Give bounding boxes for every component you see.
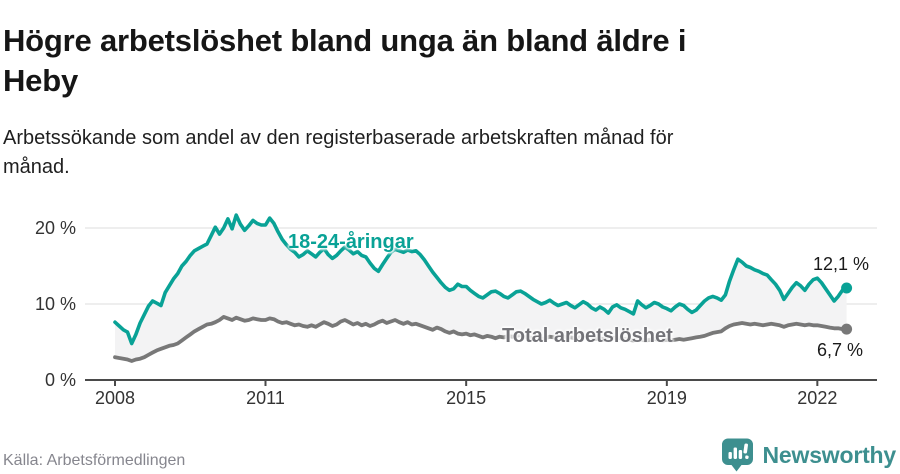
end-value-label-total: 6,7 % bbox=[817, 340, 864, 360]
y-tick-label: 20 % bbox=[34, 218, 76, 238]
page-subtitle-line-2: månad. bbox=[3, 156, 70, 178]
x-tick-label: 2019 bbox=[646, 388, 687, 408]
newsworthy-pin-icon bbox=[721, 438, 753, 472]
x-axis bbox=[85, 379, 877, 386]
brand-lockup: Newsworthy bbox=[721, 438, 896, 472]
total-series-end-dot bbox=[841, 323, 853, 335]
page-title: Högre arbetslöshet bland unga än bland ä… bbox=[3, 21, 893, 101]
page-subtitle: Arbetssökande som andel av den registerb… bbox=[3, 124, 883, 182]
page-title-line-2: Heby bbox=[3, 62, 79, 98]
line-total-series bbox=[113, 315, 849, 363]
x-tick-label: 2022 bbox=[797, 388, 838, 408]
young-series-end-dot bbox=[841, 282, 853, 294]
brand-name: Newsworthy bbox=[762, 441, 897, 468]
end-value-label-young: 12,1 % bbox=[813, 254, 870, 274]
y-tick-label: 0 % bbox=[44, 370, 76, 390]
page-title-line-1: Högre arbetslöshet bland unga än bland ä… bbox=[3, 22, 687, 58]
x-tick-label: 2008 bbox=[94, 388, 136, 408]
page-subtitle-line-1: Arbetssökande som andel av den registerb… bbox=[3, 127, 674, 149]
series-label-young: 18-24-åringar bbox=[288, 231, 414, 253]
x-tick-label: 2011 bbox=[246, 388, 285, 408]
x-tick-label: 2015 bbox=[446, 388, 487, 408]
source-note: Källa: Arbetsförmedlingen bbox=[3, 452, 186, 469]
y-tick-label: 10 % bbox=[34, 294, 76, 314]
line-young-series bbox=[113, 213, 849, 346]
area-between-series bbox=[115, 215, 847, 361]
series-label-total: Total arbetslöshet bbox=[502, 325, 673, 347]
